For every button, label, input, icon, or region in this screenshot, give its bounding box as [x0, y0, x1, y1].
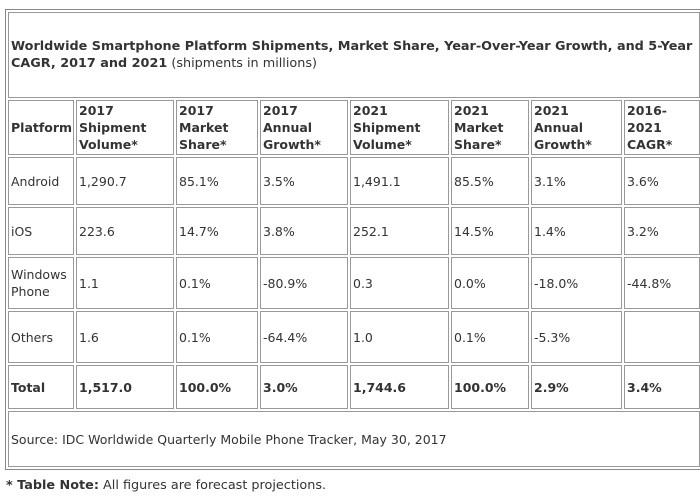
column-header: 2017 Market Share*	[176, 100, 258, 155]
table-cell: -44.8%	[624, 257, 700, 309]
table-cell: Windows Phone	[8, 257, 74, 309]
title-note: (shipments in millions)	[171, 56, 318, 71]
shipments-table: Worldwide Smartphone Platform Shipments,…	[5, 9, 700, 470]
table-cell: 1,744.6	[350, 365, 449, 409]
column-header: 2017 Annual Growth*	[260, 100, 348, 155]
table-cell: 0.3	[350, 257, 449, 309]
table-cell: 0.1%	[176, 257, 258, 309]
table-cell: 252.1	[350, 207, 449, 255]
table-cell: Android	[8, 157, 74, 205]
table-cell: Total	[8, 365, 74, 409]
table-cell: 3.6%	[624, 157, 700, 205]
table-cell: 3.2%	[624, 207, 700, 255]
table-cell: 14.7%	[176, 207, 258, 255]
table-cell: 100.0%	[176, 365, 258, 409]
table-cell: 0.1%	[451, 311, 529, 363]
column-header: 2021 Annual Growth*	[531, 100, 622, 155]
table-cell: 1,491.1	[350, 157, 449, 205]
table-cell: 14.5%	[451, 207, 529, 255]
table-cell: 1.4%	[531, 207, 622, 255]
table-cell: 3.0%	[260, 365, 348, 409]
table-cell: 3.8%	[260, 207, 348, 255]
table-cell: 3.5%	[260, 157, 348, 205]
column-header: 2021 Market Share*	[451, 100, 529, 155]
column-header: Platform	[8, 100, 74, 155]
table-row: Others 1.6 0.1% -64.4% 1.0 0.1% -5.3%	[8, 311, 700, 363]
table-cell: -80.9%	[260, 257, 348, 309]
table-row: Windows Phone 1.1 0.1% -80.9% 0.3 0.0% -…	[8, 257, 700, 309]
table-cell: 85.1%	[176, 157, 258, 205]
table-cell: 1,517.0	[76, 365, 174, 409]
header-row: Platform 2017 Shipment Volume* 2017 Mark…	[8, 100, 700, 155]
column-header: 2016-2021 CAGR*	[624, 100, 700, 155]
table-title: Worldwide Smartphone Platform Shipments,…	[8, 12, 700, 98]
table-cell: 0.1%	[176, 311, 258, 363]
table-cell: 2.9%	[531, 365, 622, 409]
table-cell: Others	[8, 311, 74, 363]
table-cell: 100.0%	[451, 365, 529, 409]
title-text: Worldwide Smartphone Platform Shipments,…	[11, 39, 693, 71]
table-cell: -18.0%	[531, 257, 622, 309]
table-cell: 3.4%	[624, 365, 700, 409]
table-cell: 1.0	[350, 311, 449, 363]
table-cell: 1.6	[76, 311, 174, 363]
table-cell: 1.1	[76, 257, 174, 309]
source-note: Source: IDC Worldwide Quarterly Mobile P…	[8, 411, 700, 467]
table-note-label: * Table Note:	[6, 478, 99, 493]
table-cell: iOS	[8, 207, 74, 255]
table-cell: -5.3%	[531, 311, 622, 363]
table-cell: 85.5%	[451, 157, 529, 205]
column-header: 2021 Shipment Volume*	[350, 100, 449, 155]
total-row: Total 1,517.0 100.0% 3.0% 1,744.6 100.0%…	[8, 365, 700, 409]
table-note: * Table Note: All figures are forecast p…	[6, 478, 326, 493]
table-cell: -64.4%	[260, 311, 348, 363]
table-cell: 3.1%	[531, 157, 622, 205]
table-row: iOS 223.6 14.7% 3.8% 252.1 14.5% 1.4% 3.…	[8, 207, 700, 255]
table-cell: 1,290.7	[76, 157, 174, 205]
table-cell: 223.6	[76, 207, 174, 255]
table-row: Android 1,290.7 85.1% 3.5% 1,491.1 85.5%…	[8, 157, 700, 205]
table-cell: 0.0%	[451, 257, 529, 309]
table-note-text: All figures are forecast projections.	[98, 478, 327, 493]
table-cell	[624, 311, 700, 363]
column-header: 2017 Shipment Volume*	[76, 100, 174, 155]
